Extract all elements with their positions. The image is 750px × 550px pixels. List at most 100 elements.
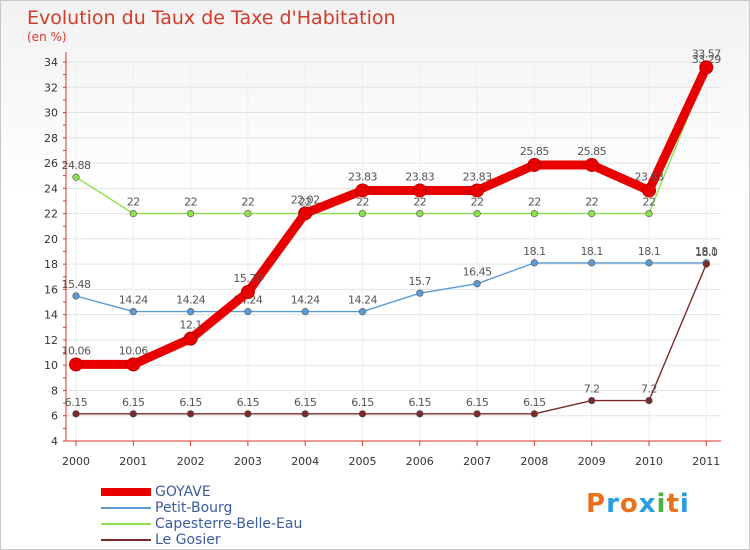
data-point [645, 210, 653, 218]
data-point [358, 410, 367, 418]
data-point [642, 183, 656, 198]
data-label: 22 [413, 196, 426, 209]
data-point [416, 210, 424, 218]
data-point [358, 210, 367, 218]
data-point [473, 280, 481, 288]
data-point [129, 210, 137, 218]
x-tick-label: 2004 [291, 455, 319, 468]
logo-letter: i [679, 489, 690, 519]
data-label: 23.83 [635, 170, 664, 183]
series-line-capesterre-belle-eau [75, 70, 707, 215]
data-label: 14.24 [119, 294, 148, 307]
data-label: 25.85 [520, 145, 549, 158]
legend-label: Le Gosier [155, 532, 221, 548]
legend-label: GOYAVE [155, 484, 211, 500]
data-label: 6.15 [351, 396, 374, 409]
data-label: 7.2 [641, 383, 657, 396]
data-point [470, 183, 485, 198]
data-label: 18.1 [695, 245, 718, 258]
chart-title: Evolution du Taux de Taxe d'Habitation [27, 7, 396, 29]
data-label: 22 [127, 196, 140, 209]
data-point [355, 183, 370, 198]
logo-letter: t [666, 489, 680, 519]
data-label: 14.24 [176, 294, 205, 307]
data-label: 22 [643, 196, 656, 209]
data-label: 6.15 [409, 396, 432, 409]
legend-swatch [101, 523, 151, 525]
data-point [72, 410, 80, 418]
data-label: 23.83 [405, 170, 434, 183]
x-tick-label: 2010 [635, 455, 663, 468]
data-point [530, 259, 539, 267]
data-point [527, 157, 542, 172]
y-tick-label: 22 [44, 208, 58, 221]
data-label: 23.83 [463, 170, 492, 183]
y-tick-label: 18 [44, 258, 58, 271]
x-tick-label: 2000 [62, 455, 90, 468]
legend-swatch [101, 507, 151, 509]
x-tick-label: 2005 [349, 455, 377, 468]
data-point [473, 410, 481, 418]
x-tick-label: 2001 [119, 455, 147, 468]
data-point [244, 308, 252, 316]
data-point [129, 410, 137, 418]
data-point [72, 292, 80, 300]
data-label: 15.79 [233, 272, 262, 285]
legend-label: Capesterre-Belle-Eau [155, 516, 303, 532]
data-label: 6.15 [466, 396, 489, 409]
data-point [244, 410, 252, 418]
data-label: 6.15 [523, 396, 546, 409]
data-label: 18.1 [580, 245, 603, 258]
data-label: 15.48 [62, 278, 91, 291]
x-tick-label: 2006 [406, 455, 434, 468]
y-tick-label: 16 [44, 283, 58, 296]
data-point [530, 210, 539, 218]
y-tick-label: 28 [44, 132, 58, 145]
data-point [187, 410, 195, 418]
y-tick-label: 6 [51, 410, 58, 423]
data-point [72, 173, 80, 181]
data-label: 6.15 [237, 396, 260, 409]
data-label: 25.85 [577, 145, 606, 158]
data-point [69, 357, 83, 372]
data-label: 12.1 [179, 319, 202, 332]
data-point [645, 259, 653, 267]
data-point [244, 210, 252, 218]
data-label: 7.2 [584, 383, 600, 396]
data-label: 22.02 [291, 193, 320, 206]
data-label: 22 [471, 196, 484, 209]
data-label: 22 [585, 196, 598, 209]
logo-letter: o [619, 489, 639, 519]
x-tick-label: 2011 [692, 455, 720, 468]
data-point [588, 210, 596, 218]
data-point [183, 331, 198, 346]
data-label: 18.0 [695, 246, 718, 259]
data-label: 14.24 [291, 294, 320, 307]
x-tick-label: 2002 [177, 455, 205, 468]
data-label: 22 [299, 196, 312, 209]
data-point [301, 308, 309, 316]
data-point [530, 410, 539, 418]
proxiti-logo: Proxiti [586, 489, 690, 519]
data-point [702, 260, 710, 268]
y-tick-label: 32 [44, 81, 58, 94]
data-point [645, 396, 653, 405]
data-label: 22 [356, 196, 369, 209]
data-label: 33.57 [692, 47, 721, 60]
series-line-goyave [71, 62, 711, 369]
data-label: 22 [184, 196, 197, 209]
data-label: 10.06 [62, 344, 91, 357]
data-point [588, 259, 596, 267]
x-tick-label: 2008 [520, 455, 548, 468]
data-point [187, 210, 195, 218]
y-tick-label: 26 [44, 157, 58, 170]
x-tick-label: 2007 [463, 455, 491, 468]
y-tick-label: 10 [44, 359, 58, 372]
y-axis-unit: (en %) [27, 30, 67, 44]
y-tick-label: 14 [44, 309, 58, 322]
data-label: 23.83 [348, 170, 377, 183]
data-label: 24.88 [62, 159, 91, 172]
data-point [588, 396, 596, 405]
data-label: 15.7 [409, 275, 432, 288]
